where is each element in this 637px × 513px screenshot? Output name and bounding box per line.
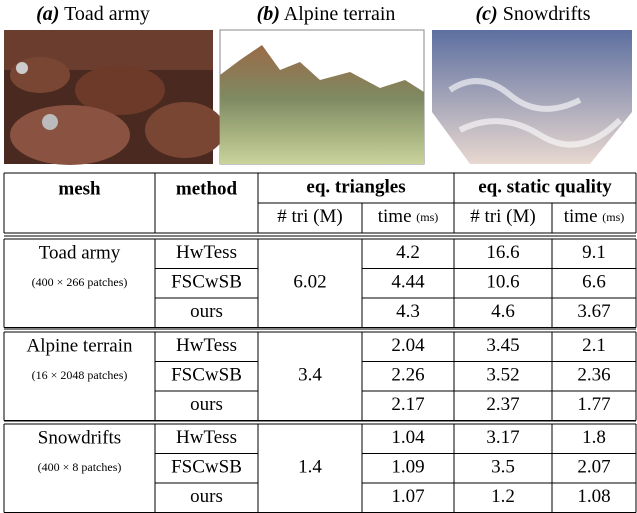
subheader-cell: # tri (M)	[470, 206, 535, 227]
header-cell: method	[176, 178, 238, 199]
subheader-label: # tri (M)	[277, 206, 342, 227]
subheader-unit: (ms)	[602, 210, 624, 224]
subheader-label: # tri (M)	[470, 206, 535, 227]
static-tri-cell: 3.17	[486, 427, 519, 448]
subheader-unit: (ms)	[416, 210, 438, 224]
image-alpine-terrain	[220, 30, 424, 164]
time-cell: 1.04	[391, 427, 425, 448]
static-tri-cell: 10.6	[486, 272, 519, 293]
eq-tri-cell: 1.4	[298, 457, 322, 478]
page: (a) Toad army (b) Alpine terrain (c) Snowd…	[0, 0, 637, 513]
static-time-cell: 9.1	[582, 242, 606, 263]
eq-tri-cell: 6.02	[293, 272, 326, 293]
figure-label: Alpine terrain	[284, 3, 396, 25]
method-cell: HwTess	[176, 427, 237, 448]
static-time-cell: 2.36	[577, 365, 610, 386]
mesh-name: Toad army	[39, 242, 121, 263]
time-cell: 4.44	[391, 272, 425, 293]
static-tri-cell: 2.37	[486, 394, 519, 415]
time-cell: 1.07	[391, 486, 424, 507]
patch-count: (16 × 2048 patches)	[32, 368, 128, 382]
time-cell: 4.3	[396, 301, 420, 322]
patch-count: (400 × 266 patches)	[32, 275, 128, 289]
method-cell: FSCwSB	[171, 272, 242, 293]
header-cell: eq. triangles	[306, 176, 405, 197]
figure-tag: (a)	[36, 3, 59, 25]
static-tri-cell: 4.6	[491, 301, 515, 322]
subheader-cell: time (ms)	[564, 206, 625, 227]
figure-tag: (c)	[476, 3, 498, 25]
figure-label: Toad army	[64, 3, 150, 25]
time-cell: 2.26	[391, 365, 424, 386]
static-tri-cell: 3.45	[486, 335, 519, 356]
method-cell: HwTess	[176, 242, 237, 263]
figure-label: Snowdrifts	[503, 3, 591, 25]
method-cell: FSCwSB	[171, 365, 242, 386]
time-cell: 1.09	[391, 457, 424, 478]
image-snowdrifts	[432, 30, 632, 164]
static-time-cell: 6.6	[582, 272, 606, 293]
static-time-cell: 2.1	[582, 335, 606, 356]
static-time-cell: 1.8	[582, 427, 606, 448]
patch-count: (400 × 8 patches)	[38, 460, 122, 474]
static-tri-cell: 1.2	[491, 486, 515, 507]
figure-caption: (a) Toad army	[36, 3, 150, 25]
static-time-cell: 1.08	[577, 486, 610, 507]
figure-caption: (b) Alpine terrain	[257, 3, 396, 25]
method-cell: FSCwSB	[171, 457, 242, 478]
subheader-cell: time (ms)	[378, 206, 439, 227]
static-time-cell: 1.77	[577, 394, 610, 415]
time-cell: 4.2	[396, 242, 420, 263]
static-tri-cell: 3.52	[486, 365, 519, 386]
subheader-label: time	[378, 206, 412, 227]
time-cell: 2.04	[391, 335, 425, 356]
static-tri-cell: 16.6	[486, 242, 519, 263]
eq-tri-cell: 3.4	[298, 365, 322, 386]
method-cell: ours	[190, 394, 223, 415]
time-cell: 2.17	[391, 394, 424, 415]
figure-caption: (c) Snowdrifts	[476, 3, 591, 25]
subheader-cell: # tri (M)	[277, 206, 342, 227]
static-time-cell: 3.67	[577, 301, 610, 322]
method-cell: HwTess	[176, 335, 237, 356]
static-tri-cell: 3.5	[491, 457, 515, 478]
method-cell: ours	[190, 486, 223, 507]
mesh-name: Alpine terrain	[26, 335, 133, 356]
figure-tag: (b)	[257, 3, 280, 25]
method-cell: ours	[190, 301, 223, 322]
header-cell: eq. static quality	[478, 176, 612, 197]
mesh-name: Snowdrifts	[38, 427, 121, 448]
static-time-cell: 2.07	[577, 457, 610, 478]
subheader-label: time	[564, 206, 598, 227]
header-cell: mesh	[58, 178, 101, 199]
image-toad-army	[4, 30, 225, 165]
